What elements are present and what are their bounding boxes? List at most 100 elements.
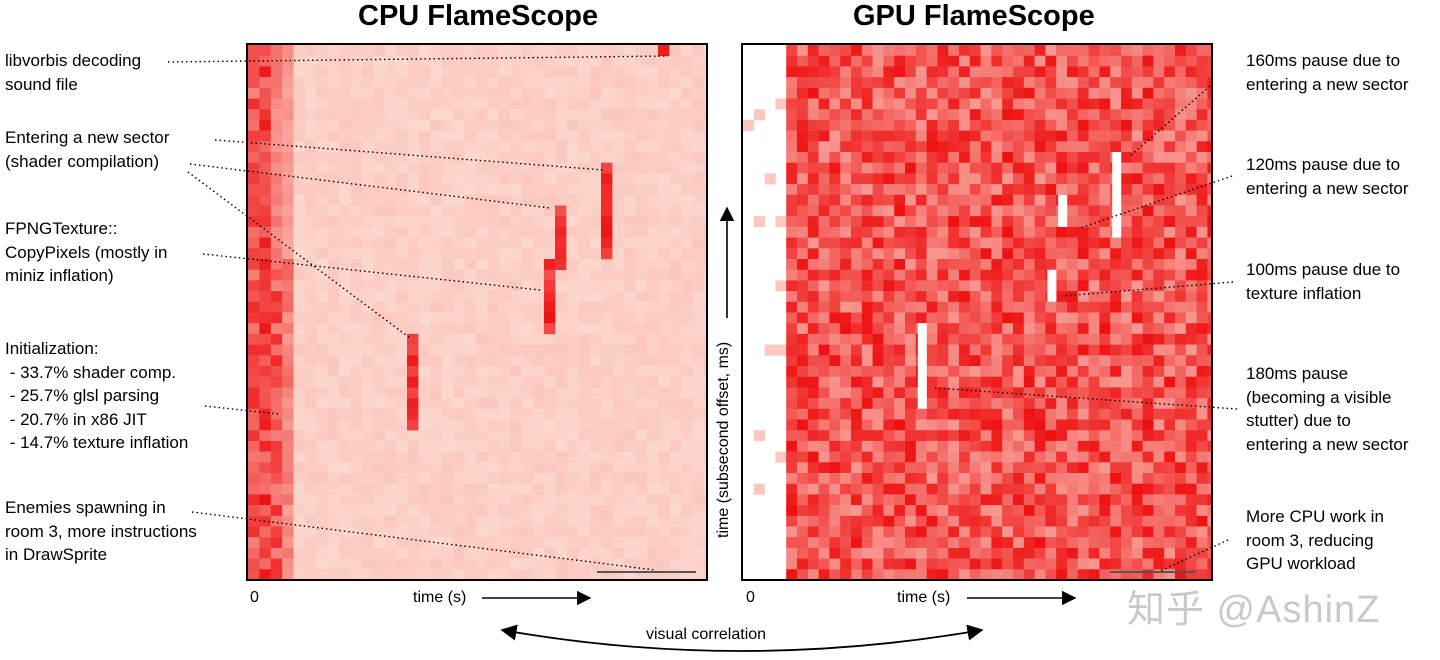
- heat-cell: [647, 77, 659, 89]
- heat-cell: [384, 312, 397, 324]
- heat-cell: [612, 537, 625, 549]
- heat-cell: [1002, 66, 1014, 78]
- heat-cell: [1013, 55, 1025, 67]
- heat-cell: [259, 194, 272, 206]
- heat-cell: [851, 408, 863, 420]
- heat-cell: [259, 259, 272, 270]
- heat-cell: [1207, 205, 1211, 217]
- heat-cell: [1207, 312, 1211, 324]
- heat-cell: [544, 408, 557, 420]
- heat-cell: [1131, 130, 1143, 142]
- heat-cell: [384, 162, 397, 174]
- heat-cell: [1077, 141, 1089, 153]
- heat-cell: [1056, 248, 1068, 260]
- heat-cell: [948, 505, 960, 517]
- heat-cell: [1196, 537, 1208, 549]
- heat-cell: [270, 526, 283, 538]
- heat-cell: [647, 537, 659, 549]
- heat-cell: [373, 312, 386, 324]
- heat-cell: [419, 301, 431, 313]
- heat-cell: [1121, 280, 1133, 292]
- event-streak-cell: [544, 280, 556, 292]
- heat-cell: [905, 98, 917, 110]
- heat-cell: [612, 558, 625, 570]
- heat-cell: [339, 205, 351, 217]
- heat-cell: [601, 55, 614, 67]
- heat-cell: [1110, 87, 1122, 99]
- heat-cell: [872, 130, 884, 142]
- heat-cell: [441, 333, 454, 345]
- heat-cell: [915, 505, 927, 517]
- heat-cell: [1077, 55, 1089, 67]
- heat-cell: [441, 259, 454, 270]
- heat-cell: [362, 440, 374, 452]
- heat-cell: [1013, 226, 1025, 238]
- heat-cell: [1196, 323, 1208, 335]
- gpu-flamescope-heatmap[interactable]: [741, 43, 1213, 581]
- heat-cell: [407, 55, 420, 67]
- heat-cell: [1207, 440, 1211, 452]
- cpu-flamescope-heatmap[interactable]: [246, 43, 708, 581]
- heat-cell: [1196, 55, 1208, 67]
- heat-cell: [510, 162, 522, 174]
- heat-cell: [1110, 451, 1122, 463]
- heat-cell: [948, 366, 960, 377]
- heat-cell: [533, 569, 545, 579]
- heat-cell: [578, 119, 591, 131]
- heat-cell: [807, 237, 819, 249]
- heat-cell: [567, 173, 579, 185]
- heat-cell: [578, 55, 591, 67]
- heat-cell: [270, 226, 283, 238]
- heat-cell: [1185, 430, 1197, 442]
- heat-cell: [510, 312, 522, 324]
- heat-cell: [872, 205, 884, 217]
- heat-cell: [692, 205, 705, 217]
- heat-cell: [1067, 280, 1079, 292]
- heat-cell: [270, 430, 283, 442]
- heat-cell: [624, 462, 636, 474]
- heat-cell: [1013, 152, 1025, 163]
- heat-cell: [991, 173, 1003, 185]
- heat-cell: [441, 312, 454, 324]
- heat-cell: [1196, 109, 1208, 121]
- heat-cell: [487, 194, 500, 206]
- heat-cell: [270, 152, 283, 163]
- heat-cell: [797, 494, 809, 506]
- heat-cell: [316, 323, 329, 335]
- heat-cell: [807, 45, 819, 56]
- heat-cell: [612, 109, 625, 121]
- heat-cell: [861, 547, 873, 559]
- heat-cell: [259, 312, 272, 324]
- heat-cell: [991, 109, 1003, 121]
- heat-cell: [430, 291, 443, 303]
- heat-cell: [1067, 216, 1079, 228]
- heat-cell: [937, 451, 949, 463]
- heat-cell: [567, 505, 579, 517]
- heat-cell: [681, 430, 693, 442]
- heat-cell: [797, 205, 809, 217]
- heat-cell: [840, 269, 852, 281]
- heat-cell: [396, 430, 408, 442]
- heat-cell: [1023, 483, 1035, 495]
- heat-cell: [1002, 152, 1014, 163]
- heat-cell: [1175, 355, 1187, 367]
- heat-cell: [533, 398, 545, 410]
- heat-cell: [612, 483, 625, 495]
- heat-cell: [441, 355, 454, 367]
- heat-cell: [969, 387, 981, 399]
- heat-cell: [419, 569, 431, 579]
- heat-cell: [969, 141, 981, 153]
- heat-cell: [533, 366, 545, 377]
- heat-cell: [590, 280, 602, 292]
- heat-cell: [441, 109, 454, 121]
- heat-cell: [1045, 66, 1057, 78]
- heat-cell: [883, 462, 895, 474]
- heat-cell: [259, 323, 272, 335]
- heat-cell: [1131, 66, 1143, 78]
- heat-cell: [464, 462, 477, 474]
- heat-cell: [316, 558, 329, 570]
- heat-cell: [704, 451, 706, 463]
- heat-cell: [1013, 248, 1025, 260]
- heat-cell: [1153, 130, 1165, 142]
- heat-cell: [316, 366, 329, 377]
